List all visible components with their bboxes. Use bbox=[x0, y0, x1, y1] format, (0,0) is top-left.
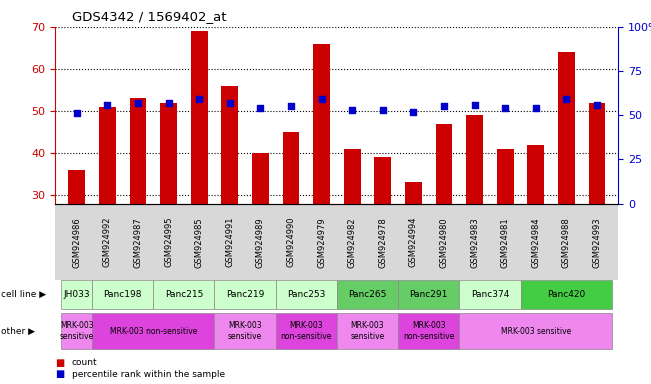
Point bbox=[408, 109, 419, 115]
Text: MRK-003 non-sensitive: MRK-003 non-sensitive bbox=[109, 327, 197, 336]
Text: GSM924987: GSM924987 bbox=[133, 217, 143, 268]
Text: GSM924995: GSM924995 bbox=[164, 217, 173, 268]
Bar bbox=[344, 149, 361, 204]
Bar bbox=[68, 170, 85, 204]
Text: Panc420: Panc420 bbox=[547, 290, 585, 299]
Bar bbox=[221, 86, 238, 204]
Text: GSM924980: GSM924980 bbox=[439, 217, 449, 268]
Text: GSM924991: GSM924991 bbox=[225, 217, 234, 268]
Text: Panc374: Panc374 bbox=[471, 290, 509, 299]
Point bbox=[286, 103, 296, 109]
Text: JH033: JH033 bbox=[63, 290, 90, 299]
Point bbox=[225, 100, 235, 106]
Text: GSM924985: GSM924985 bbox=[195, 217, 204, 268]
Point bbox=[163, 100, 174, 106]
Point bbox=[255, 105, 266, 111]
Text: MRK-003
sensitive: MRK-003 sensitive bbox=[228, 321, 262, 341]
Text: GSM924978: GSM924978 bbox=[378, 217, 387, 268]
Point bbox=[194, 96, 204, 103]
Text: GSM924979: GSM924979 bbox=[317, 217, 326, 268]
Bar bbox=[436, 124, 452, 204]
Text: GSM924993: GSM924993 bbox=[592, 217, 602, 268]
Text: GDS4342 / 1569402_at: GDS4342 / 1569402_at bbox=[72, 10, 226, 23]
Text: GSM924981: GSM924981 bbox=[501, 217, 510, 268]
Point bbox=[316, 96, 327, 103]
Text: Panc253: Panc253 bbox=[287, 290, 326, 299]
Text: GSM924988: GSM924988 bbox=[562, 217, 571, 268]
Point bbox=[531, 105, 541, 111]
Text: MRK-003
non-sensitive: MRK-003 non-sensitive bbox=[403, 321, 454, 341]
Text: GSM924992: GSM924992 bbox=[103, 217, 112, 268]
Text: GSM924986: GSM924986 bbox=[72, 217, 81, 268]
Text: count: count bbox=[72, 358, 97, 367]
Bar bbox=[252, 153, 269, 204]
Bar bbox=[466, 115, 483, 204]
Text: other ▶: other ▶ bbox=[1, 327, 35, 336]
Point bbox=[378, 107, 388, 113]
Bar bbox=[527, 145, 544, 204]
Bar bbox=[497, 149, 514, 204]
Point bbox=[561, 96, 572, 103]
Text: GSM924989: GSM924989 bbox=[256, 217, 265, 268]
Bar bbox=[99, 107, 116, 204]
Bar bbox=[130, 98, 146, 204]
Point bbox=[347, 107, 357, 113]
Text: Panc215: Panc215 bbox=[165, 290, 203, 299]
Text: MRK-003
non-sensitive: MRK-003 non-sensitive bbox=[281, 321, 332, 341]
Bar bbox=[374, 157, 391, 204]
Bar bbox=[283, 132, 299, 204]
Text: GSM924982: GSM924982 bbox=[348, 217, 357, 268]
Text: cell line ▶: cell line ▶ bbox=[1, 290, 46, 299]
Point bbox=[133, 100, 143, 106]
Text: Panc291: Panc291 bbox=[409, 290, 448, 299]
Bar bbox=[589, 103, 605, 204]
Text: MRK-003
sensitive: MRK-003 sensitive bbox=[60, 321, 94, 341]
Text: GSM924983: GSM924983 bbox=[470, 217, 479, 268]
Bar bbox=[160, 103, 177, 204]
Point bbox=[439, 103, 449, 109]
Text: GSM924984: GSM924984 bbox=[531, 217, 540, 268]
Text: MRK-003 sensitive: MRK-003 sensitive bbox=[501, 327, 571, 336]
Text: ■: ■ bbox=[55, 369, 64, 379]
Point bbox=[592, 101, 602, 108]
Text: ■: ■ bbox=[55, 358, 64, 368]
Bar bbox=[191, 31, 208, 204]
Text: MRK-003
sensitive: MRK-003 sensitive bbox=[350, 321, 385, 341]
Text: Panc265: Panc265 bbox=[348, 290, 387, 299]
Point bbox=[500, 105, 510, 111]
Text: GSM924990: GSM924990 bbox=[286, 217, 296, 268]
Bar bbox=[405, 182, 422, 204]
Text: percentile rank within the sample: percentile rank within the sample bbox=[72, 370, 225, 379]
Point bbox=[469, 101, 480, 108]
Text: GSM924994: GSM924994 bbox=[409, 217, 418, 268]
Text: Panc198: Panc198 bbox=[104, 290, 142, 299]
Bar bbox=[558, 52, 575, 204]
Text: Panc219: Panc219 bbox=[226, 290, 264, 299]
Bar bbox=[313, 44, 330, 204]
Point bbox=[72, 110, 82, 116]
Point bbox=[102, 101, 113, 108]
